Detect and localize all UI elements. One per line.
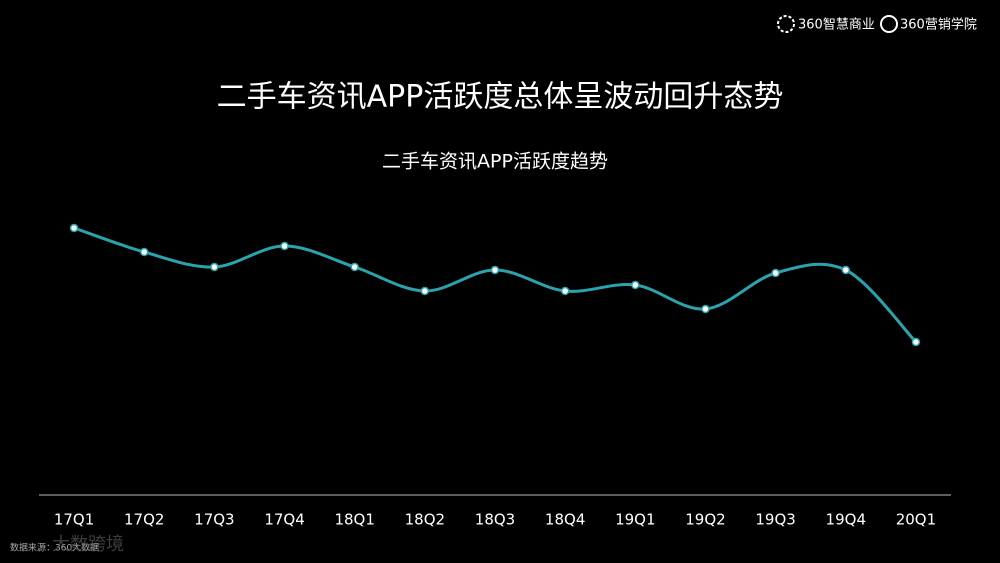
x-tick-label: 17Q2 xyxy=(124,511,164,529)
x-tick-label: 18Q3 xyxy=(475,511,515,529)
x-tick-label: 17Q3 xyxy=(194,511,234,529)
x-tick-label: 20Q1 xyxy=(896,511,936,529)
point xyxy=(911,337,921,347)
point xyxy=(69,223,79,233)
point xyxy=(771,268,780,278)
chart-subtitle: 二手车资讯APP活跃度趋势 xyxy=(382,151,608,173)
point xyxy=(560,286,570,296)
x-tick-label: 19Q4 xyxy=(826,511,866,529)
point xyxy=(631,280,640,290)
point xyxy=(490,265,500,275)
point xyxy=(139,247,149,257)
x-tick-label: 19Q1 xyxy=(615,511,655,529)
point xyxy=(420,286,430,296)
brand-icon xyxy=(777,15,795,33)
watermark: 大数跨境 xyxy=(52,534,124,555)
point xyxy=(350,262,359,272)
chart-title: 二手车资讯APP活跃度总体呈波动回升态势 xyxy=(217,80,784,115)
point xyxy=(280,241,289,251)
x-tick-label: 18Q1 xyxy=(334,511,374,529)
x-tick-label: 18Q4 xyxy=(545,511,585,529)
x-tick-label: 17Q4 xyxy=(264,511,304,529)
line xyxy=(73,226,917,344)
point xyxy=(841,265,851,275)
x-tick-label: 19Q2 xyxy=(685,511,725,529)
point xyxy=(701,304,710,314)
brand-left: 360智慧商业 xyxy=(798,17,875,33)
x-tick-label: 17Q1 xyxy=(54,511,94,529)
x-tick-label: 19Q3 xyxy=(755,511,795,529)
source: 数据来源：360大数据 xyxy=(10,542,99,554)
brand-icon xyxy=(880,15,898,33)
brand-right: 360营销学院 xyxy=(900,17,977,33)
point xyxy=(210,262,219,272)
x-tick-label: 18Q2 xyxy=(405,511,445,529)
